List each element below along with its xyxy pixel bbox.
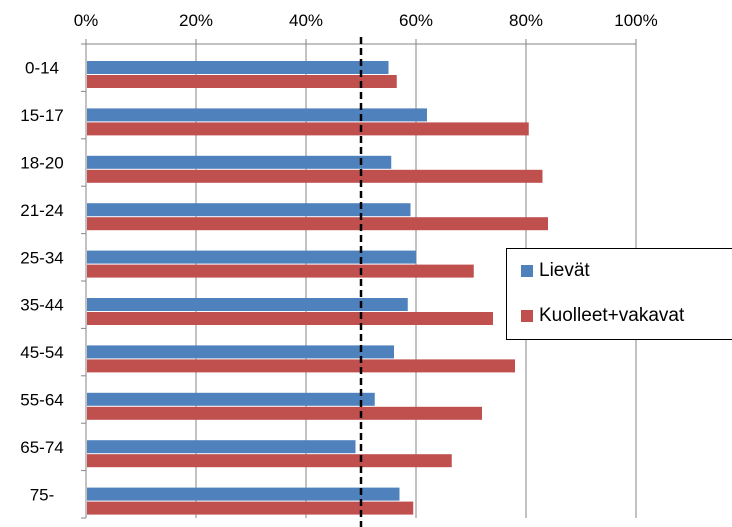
bar-lievat <box>87 61 389 74</box>
legend-label-series-2: Kuolleet+vakavat <box>539 305 685 326</box>
category-label: 75- <box>30 485 55 504</box>
legend-label-series-1: Lievät <box>539 260 590 281</box>
x-tick-label: 40% <box>289 11 323 30</box>
category-label: 15-17 <box>20 106 63 125</box>
category-label: 45-54 <box>20 343 63 362</box>
bar-lievat <box>87 108 427 122</box>
bar-kuolleet-vakavat <box>87 406 482 420</box>
category-label: 21-24 <box>20 201 63 220</box>
category-label: 25-34 <box>20 248 63 267</box>
bar-kuolleet-vakavat <box>87 169 543 183</box>
legend: Lievät Kuolleet+vakavat <box>506 248 732 340</box>
bar-lievat <box>87 250 416 264</box>
x-tick-label: 60% <box>399 11 433 30</box>
bar-kuolleet-vakavat <box>87 501 414 515</box>
bar-kuolleet-vakavat <box>87 454 452 468</box>
category-label: 65-74 <box>20 438 63 457</box>
bar-kuolleet-vakavat <box>87 75 397 88</box>
bar-lievat <box>87 203 411 217</box>
bar-lievat <box>87 440 356 454</box>
legend-item-series-1: Lievät <box>521 260 590 282</box>
legend-swatch-series-2 <box>521 310 533 322</box>
bar-kuolleet-vakavat <box>87 217 548 231</box>
x-tick-label: 0% <box>74 11 99 30</box>
bar-lievat <box>87 298 408 311</box>
legend-swatch-series-1 <box>521 265 533 277</box>
x-tick-label: 100% <box>614 11 657 30</box>
x-tick-label: 20% <box>179 11 213 30</box>
bar-kuolleet-vakavat <box>87 264 474 278</box>
bar-lievat <box>87 345 394 359</box>
bar-lievat <box>87 487 400 501</box>
category-label: 55-64 <box>20 391 63 410</box>
legend-item-series-2: Kuolleet+vakavat <box>521 305 684 327</box>
bar-lievat <box>87 155 392 169</box>
labels: 0% 20% 40% 60% 80% 100% 0-14 15-17 18-20 21-24 25-… <box>20 11 657 504</box>
bars <box>87 61 548 515</box>
bar-kuolleet-vakavat <box>87 122 529 136</box>
x-tick-label: 80% <box>509 11 543 30</box>
category-label: 18-20 <box>20 154 63 173</box>
bar-lievat <box>87 392 375 406</box>
category-label: 0-14 <box>25 59 59 78</box>
bar-kuolleet-vakavat <box>87 359 515 373</box>
axes <box>81 37 637 527</box>
category-label: 35-44 <box>20 296 63 315</box>
bar-kuolleet-vakavat <box>87 312 493 325</box>
